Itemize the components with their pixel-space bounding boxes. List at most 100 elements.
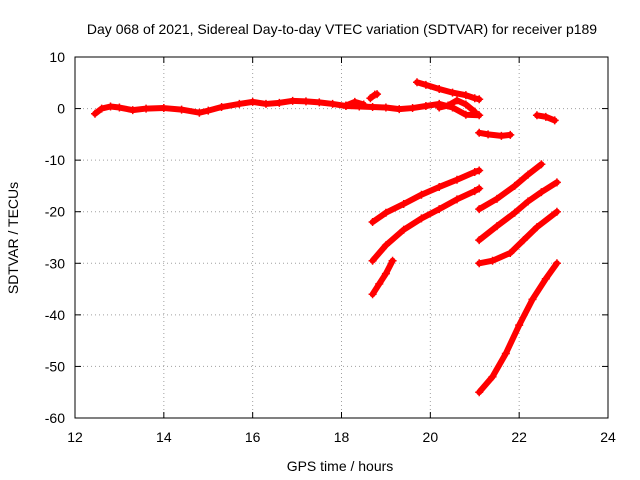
data-point [368,290,377,299]
data-point [421,101,430,110]
series-track-bump [435,96,479,116]
series-track-spike-1 [341,97,368,110]
data-point [475,388,484,397]
data-point [435,182,444,191]
y-tick-label: -40 [45,307,65,323]
y-tick-label: -50 [45,358,65,374]
data-point [488,372,497,381]
series-track-low-1 [475,128,515,140]
series-track-F [475,207,561,268]
data-point [115,103,124,112]
data-point [399,225,408,234]
y-tick-label: -20 [45,204,65,220]
x-tick-label: 18 [334,429,350,445]
data-point [421,80,430,89]
data-point [159,104,168,113]
data-point [519,236,528,245]
data-point [475,111,484,120]
data-point [217,103,226,112]
y-axis-label: SDTVAR / TECUs [5,182,21,294]
data-point [235,99,244,108]
data-point [550,116,559,125]
data-point [417,214,426,223]
y-tick-label: 0 [57,101,65,117]
x-axis-label: GPS time / hours [287,458,394,474]
series-track-E [475,178,561,245]
data-point [492,194,501,203]
series-trace [369,185,483,264]
data-point [413,78,422,87]
data-point [368,256,377,265]
data-point [435,84,444,93]
data-point [497,131,506,140]
data-point [452,96,461,105]
data-point [359,100,368,109]
series-track-low-2 [532,111,559,125]
series-trace [476,161,545,213]
data-point [381,208,390,217]
data-point [381,103,390,112]
data-point [301,97,310,106]
data-point [475,184,484,193]
data-point [452,175,461,184]
data-point [515,321,524,330]
data-point [315,98,324,107]
data-point [537,160,546,169]
data-point [532,223,541,232]
data-point [461,100,470,109]
data-point [541,112,550,121]
data-point [106,102,115,111]
data-point [470,94,479,103]
data-point [484,130,493,139]
data-point [448,88,457,97]
data-point [381,241,390,250]
data-point [537,188,546,197]
series-trace [476,129,514,139]
series-track-main [90,96,484,120]
data-point [341,101,350,110]
data-point [470,187,479,196]
data-point [195,108,204,117]
data-point [475,236,484,245]
data-point [470,107,479,116]
x-tick-label: 14 [156,429,172,445]
data-point [177,105,186,114]
data-point [528,295,537,304]
y-tick-label: -30 [45,255,65,271]
series-trace [369,167,483,226]
data-point [475,166,484,175]
data-point [395,105,404,114]
data-point [388,256,397,265]
data-layer [90,78,561,397]
ticks: 12 14 16 18 20 22 24 10 0 -10 -20 -30 -40 -50 -60 [45,49,616,445]
series-trace [476,208,560,267]
data-point [470,168,479,177]
data-point [350,97,359,106]
data-point [435,103,444,112]
data-point [444,101,453,110]
data-point [373,90,382,99]
data-point [288,96,297,105]
data-point [248,97,257,106]
y-tick-label: 10 [49,49,65,65]
data-point [368,218,377,227]
data-point [435,205,444,214]
series-trace [476,179,560,244]
data-point [375,279,384,288]
data-point [475,205,484,214]
data-point [488,256,497,265]
data-point [399,199,408,208]
data-point [552,178,561,187]
series-track-A [368,166,484,227]
x-tick-label: 24 [600,429,616,445]
data-point [461,91,470,100]
data-point [142,104,151,113]
series-track-D [475,160,546,214]
series-track-upper [413,78,484,104]
data-point [452,195,461,204]
series-track-B [368,184,484,265]
data-point [128,106,137,115]
data-point [275,98,284,107]
series-trace [369,257,396,298]
